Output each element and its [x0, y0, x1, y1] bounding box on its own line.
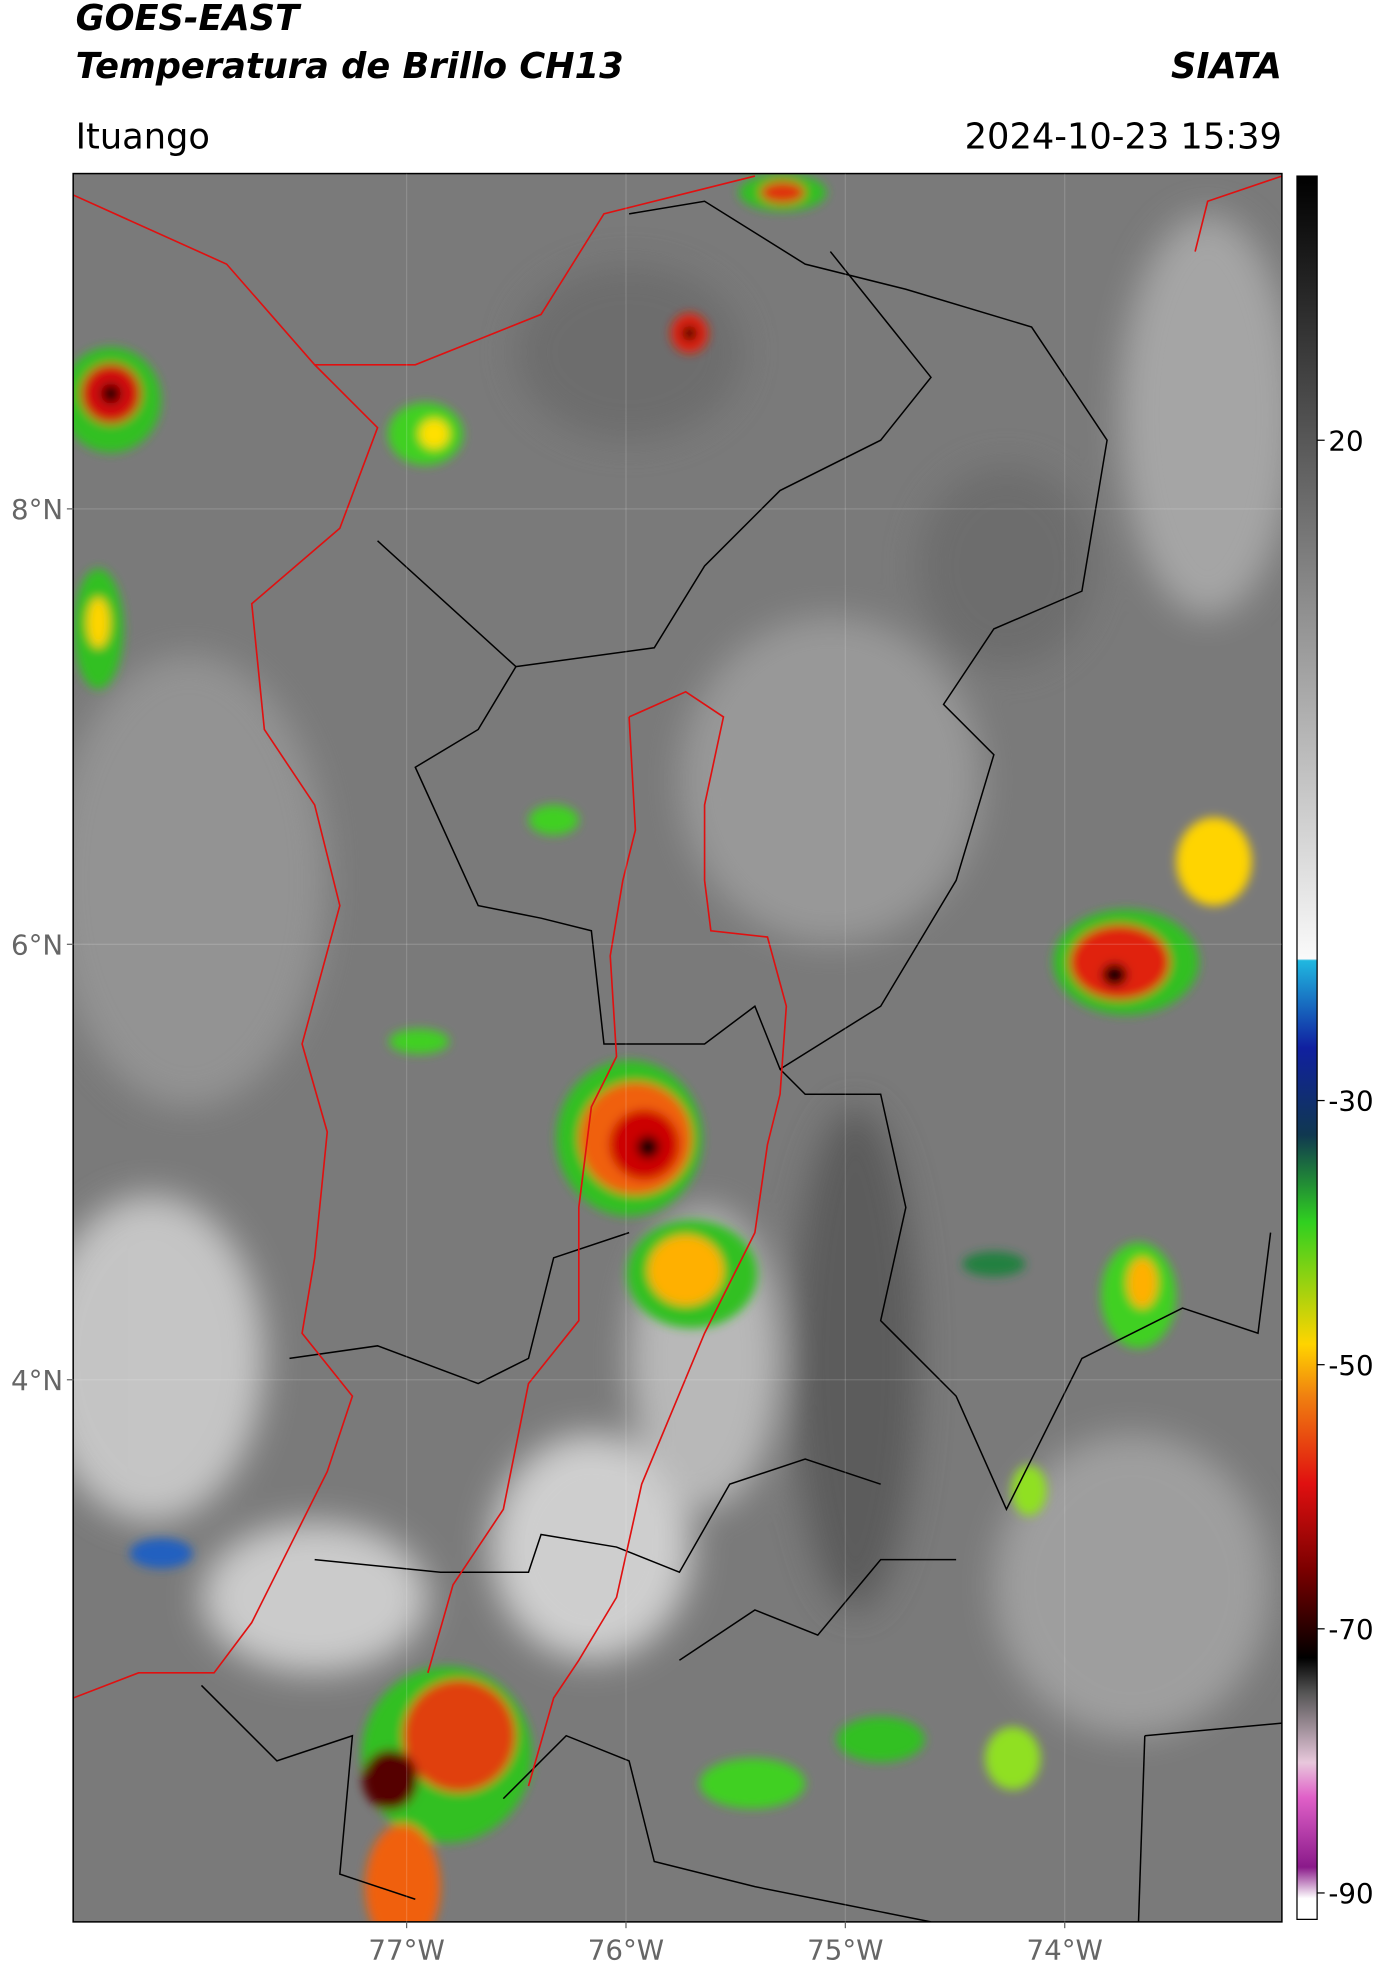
x-tick-label: 74°W: [1027, 1934, 1103, 1967]
map-frame: [72, 172, 1283, 1923]
satellite-title: GOES-EAST: [76, 0, 302, 39]
y-tick-label: 8°N: [11, 493, 63, 526]
colorbar-ticks: -90 -70 -50 -30 20: [1317, 424, 1374, 1910]
colorbar-tick-label: 20: [1328, 424, 1363, 457]
x-tick-label: 77°W: [368, 1934, 444, 1967]
axes: 77°W 76°W 75°W 74°W 4°N 6°N 8°N: [11, 173, 1282, 1967]
x-tick-label: 75°W: [807, 1934, 883, 1967]
colorbar: [1296, 175, 1318, 1920]
y-tick-label: 4°N: [11, 1364, 63, 1397]
datetime-label: 2024-10-23 15:39: [965, 116, 1282, 157]
y-tick-label: 6°N: [11, 928, 63, 961]
colorbar-tick-label: -90: [1328, 1877, 1373, 1910]
colorbar-tick-label: -70: [1328, 1613, 1373, 1646]
source-label: SIATA: [1171, 46, 1282, 87]
region-label: Ituango: [76, 116, 210, 157]
colorbar-tick-label: -30: [1328, 1085, 1373, 1118]
satellite-image: [73, 173, 1282, 1922]
x-tick-label: 76°W: [588, 1934, 664, 1967]
colorbar-tick-label: -50: [1328, 1349, 1373, 1382]
product-title: Temperatura de Brillo CH13: [76, 46, 624, 87]
